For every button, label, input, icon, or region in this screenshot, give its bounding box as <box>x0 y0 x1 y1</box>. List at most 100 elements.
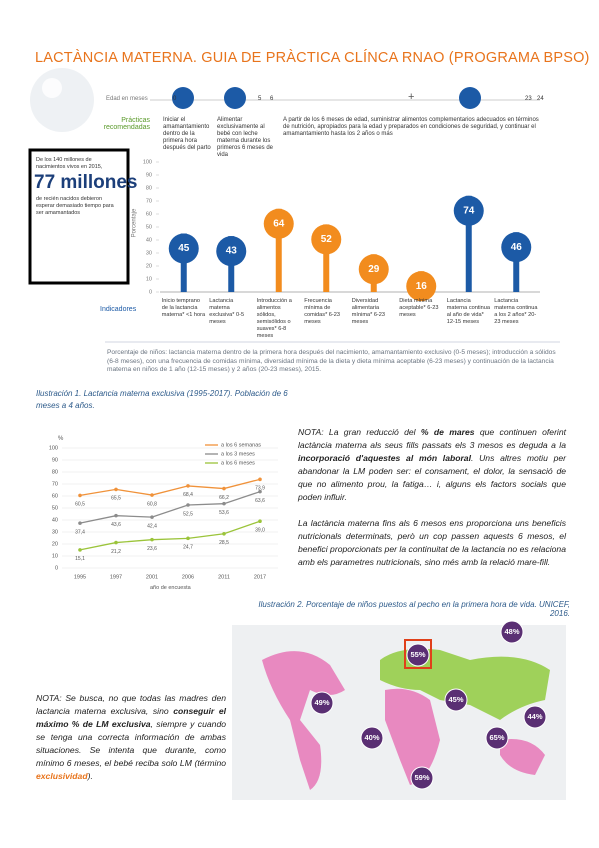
note-emphasis: % de mares <box>420 427 475 437</box>
value-label: 60,8 <box>147 501 157 507</box>
value-label: 74 <box>463 205 475 216</box>
value-label: 52 <box>321 234 333 245</box>
axis-title: Porcentaje <box>131 208 138 238</box>
value-label: 53,6 <box>219 510 229 516</box>
box-text: de recién nacidos debieron esperar demas… <box>36 196 114 216</box>
lollipop-head <box>168 233 199 264</box>
y-tick-label: 20 <box>52 541 58 547</box>
lollipop-head <box>406 271 437 302</box>
x-tick-label: 2017 <box>254 574 266 580</box>
y-tick-label: 100 <box>143 159 152 165</box>
data-point <box>222 532 226 536</box>
age-mark: 23 <box>525 96 532 102</box>
age-mark: + <box>408 91 415 103</box>
y-tick-label: 60 <box>52 493 58 499</box>
lollipop-head <box>216 236 247 267</box>
lollipop-stem <box>323 224 330 292</box>
map-marker <box>485 726 509 750</box>
map-label: 45% <box>448 695 463 704</box>
data-point <box>150 515 154 519</box>
highlight-box <box>404 639 432 669</box>
y-tick-label: 90 <box>52 457 58 463</box>
map-land <box>380 648 550 720</box>
map-label: 48% <box>504 627 519 636</box>
age-mark: 5 <box>258 96 262 102</box>
data-point <box>258 489 262 494</box>
map-marker <box>360 726 384 750</box>
lollipop-stem <box>275 208 282 292</box>
data-point <box>114 540 118 545</box>
value-label: 60,5 <box>75 502 85 508</box>
value-label: 21,2 <box>111 549 121 555</box>
data-point <box>114 487 118 492</box>
y-tick-label: 50 <box>52 505 58 511</box>
data-point <box>258 519 262 523</box>
data-point <box>186 503 190 507</box>
box-intro: De los 140 millones de nacimientos vivos… <box>36 157 103 170</box>
map-marker <box>523 705 547 729</box>
series-line <box>79 478 261 497</box>
note: NOTA: La gran reducció del % de mares qu… <box>298 426 566 504</box>
y-tick-label: 10 <box>52 553 58 559</box>
indicator-label: Lactancia materna exclusiva* 0-5 meses <box>209 298 245 325</box>
value-label: 52,5 <box>183 511 193 517</box>
y-tick-label: 40 <box>52 517 58 523</box>
map-label: 65% <box>489 733 504 742</box>
y-tick-label: 80 <box>146 185 152 191</box>
lollipop-head <box>311 224 342 255</box>
map-marker <box>310 691 334 715</box>
practice: Iniciar el amamantamiento dentro de la p… <box>163 117 211 151</box>
note-text: NOTA: Se busca, no que todas las madres … <box>36 693 226 716</box>
legend-label: a los 3 meses <box>221 451 255 457</box>
indicator-label: Lactancia materna continua a los 2 años*… <box>494 298 538 325</box>
note-text: NOTA: La gran reducció del <box>298 427 421 437</box>
value-label: 45 <box>178 243 190 254</box>
value-label: 39,0 <box>255 528 265 534</box>
value-label: 29 <box>368 264 380 275</box>
practice-icon <box>224 87 246 109</box>
practices-label: Prácticas recomendadas <box>103 117 150 131</box>
series-line <box>79 491 261 524</box>
series-line <box>79 520 261 551</box>
data-point <box>78 493 82 498</box>
y-tick-label: 90 <box>146 172 152 178</box>
note: La lactància materna fins als 6 mesos en… <box>298 518 566 567</box>
value-label: 23,6 <box>147 546 157 552</box>
data-point <box>186 536 190 541</box>
lollipop-stem <box>465 195 472 292</box>
value-label: 42,4 <box>147 523 157 529</box>
value-label: 64 <box>273 218 285 229</box>
box-frame <box>28 148 130 285</box>
legend-label: a los 6 semanas <box>221 442 261 448</box>
y-tick-label: 70 <box>146 198 152 204</box>
age-mark: 24 <box>537 96 544 102</box>
practice: Alimentar exclusivamente al bebé con lec… <box>217 117 274 158</box>
value-label: 63,6 <box>255 498 265 504</box>
value-label: 66,2 <box>219 495 229 501</box>
lollipop-head <box>263 208 294 239</box>
value-label: 46 <box>511 242 523 253</box>
map-label: 40% <box>364 733 379 742</box>
value-label: 15,1 <box>75 556 85 562</box>
value-label: 68,4 <box>183 492 193 498</box>
age-label: Edad en meses <box>106 96 148 102</box>
x-tick-label: 1995 <box>74 574 86 580</box>
map-land <box>385 688 440 785</box>
data-point <box>114 513 118 518</box>
value-label: 73,9 <box>255 486 265 492</box>
decor-bubble <box>42 78 62 98</box>
practice: A partir de los 6 meses de edad, suminis… <box>283 117 539 137</box>
x-tick-label: 2006 <box>182 574 194 580</box>
value-label: 16 <box>416 281 428 292</box>
indicator-label: Dieta mínima aceptable* 6-23 meses <box>399 298 439 318</box>
value-label: 65,5 <box>111 496 121 502</box>
map-label: 44% <box>527 712 542 721</box>
axis-title: % <box>58 436 64 442</box>
box-big: 77 millones <box>34 172 138 193</box>
x-tick-label: 2001 <box>146 574 158 580</box>
map-label: 55% <box>410 650 425 659</box>
y-tick-label: 20 <box>146 263 152 269</box>
map-land <box>500 739 545 775</box>
